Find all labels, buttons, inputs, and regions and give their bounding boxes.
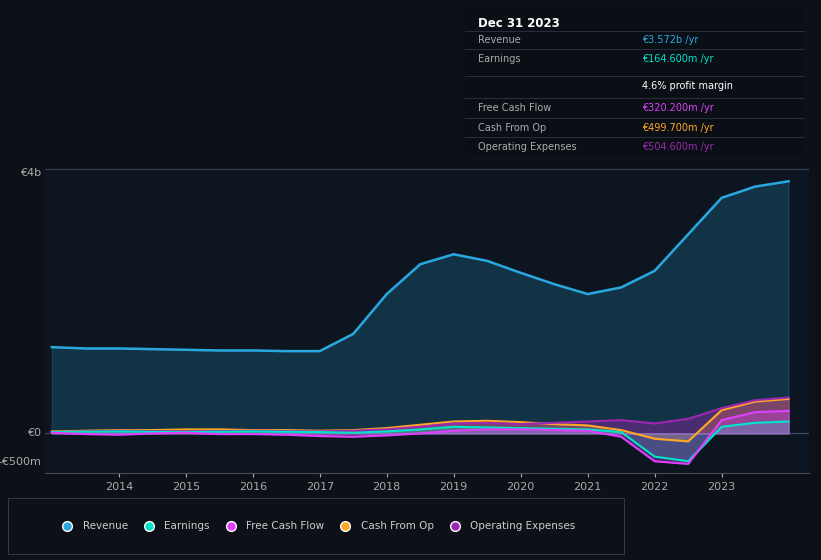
Text: €4b: €4b	[21, 168, 41, 178]
Text: €164.600m /yr: €164.600m /yr	[642, 54, 713, 64]
Text: Free Cash Flow: Free Cash Flow	[479, 103, 552, 113]
Text: €3.572b /yr: €3.572b /yr	[642, 35, 698, 45]
Text: €504.600m /yr: €504.600m /yr	[642, 142, 713, 152]
Legend: Revenue, Earnings, Free Cash Flow, Cash From Op, Operating Expenses: Revenue, Earnings, Free Cash Flow, Cash …	[53, 517, 580, 535]
Text: Dec 31 2023: Dec 31 2023	[479, 17, 560, 30]
Text: Operating Expenses: Operating Expenses	[479, 142, 577, 152]
Text: -€500m: -€500m	[0, 457, 41, 467]
Text: €320.200m /yr: €320.200m /yr	[642, 103, 713, 113]
Text: Cash From Op: Cash From Op	[479, 123, 547, 133]
Text: Revenue: Revenue	[479, 35, 521, 45]
Text: €499.700m /yr: €499.700m /yr	[642, 123, 713, 133]
Text: 4.6% profit margin: 4.6% profit margin	[642, 81, 733, 91]
Text: €0: €0	[27, 428, 41, 438]
Text: Earnings: Earnings	[479, 54, 521, 64]
